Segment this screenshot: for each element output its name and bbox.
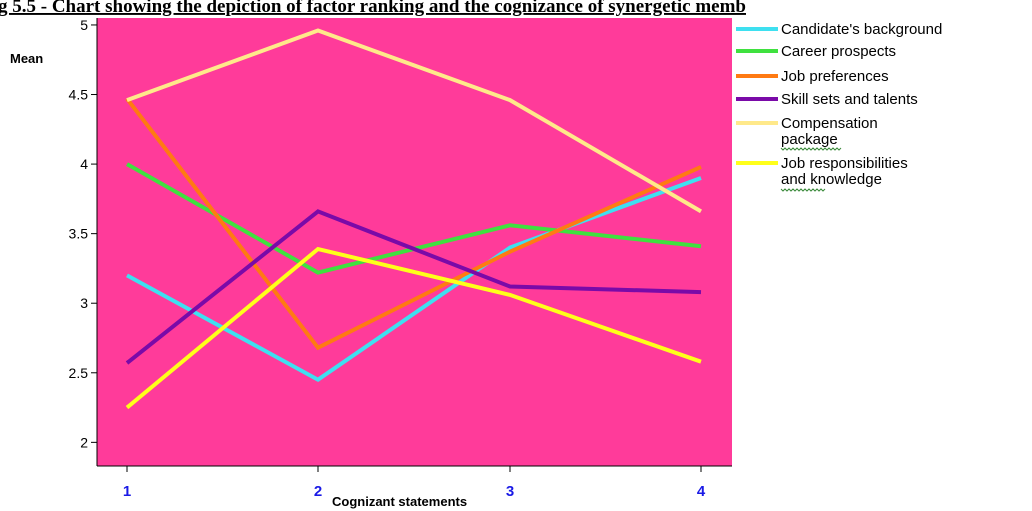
x-tick-label: 4 xyxy=(697,483,706,500)
y-tick-label: 5 xyxy=(80,17,88,33)
x-axis-label: Cognizant statements xyxy=(332,494,467,509)
legend-label: Candidate's background xyxy=(781,21,942,38)
axes: 2 2.5 3 3.5 4 4.5 5 1 2 3 4 xyxy=(69,17,732,500)
legend-label: and knowledge xyxy=(781,171,882,188)
y-tick-label: 2 xyxy=(80,434,88,450)
series-line xyxy=(125,209,702,365)
series-line xyxy=(125,97,702,351)
x-tick-label: 3 xyxy=(506,483,514,500)
y-tick-label: 3.5 xyxy=(69,226,89,242)
legend-label: Job responsibilities xyxy=(781,155,908,172)
legend-label: package xyxy=(781,131,838,148)
legend-label: Career prospects xyxy=(781,43,896,60)
legend-label: Job preferences xyxy=(781,68,889,85)
legend-label: Compensation xyxy=(781,115,878,132)
legend-entry: Skill sets and talents xyxy=(736,91,918,108)
legend-entry: Candidate's background xyxy=(736,21,942,38)
y-axis-label: Mean xyxy=(10,51,43,66)
y-tick-label: 4.5 xyxy=(69,87,89,103)
spell-check-mark xyxy=(780,188,826,192)
y-tick-label: 2.5 xyxy=(69,365,89,381)
y-tick-label: 3 xyxy=(80,295,88,311)
series-line xyxy=(126,28,703,214)
spell-check-mark xyxy=(780,147,842,151)
plot-background xyxy=(97,18,732,466)
x-tick-label: 1 xyxy=(123,483,131,500)
legend-entry: Career prospects xyxy=(736,43,896,60)
series-line xyxy=(125,246,702,410)
series-lines xyxy=(125,28,703,410)
legend-label: Skill sets and talents xyxy=(781,91,918,108)
legend: Candidate's background Career prospects Jo… xyxy=(736,21,942,192)
y-tick-label: 4 xyxy=(80,156,88,172)
legend-entry: Job preferences xyxy=(736,68,889,85)
chart-title: g 5.5 - Chart showing the depiction of f… xyxy=(0,0,746,17)
x-tick-label: 2 xyxy=(314,483,322,500)
